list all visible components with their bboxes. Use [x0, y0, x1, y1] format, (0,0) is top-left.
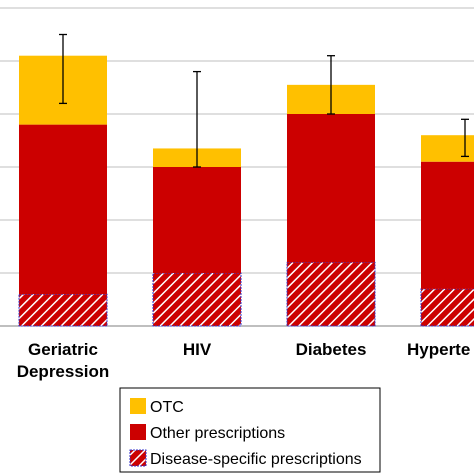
- category-label-0-1: Depression: [17, 362, 110, 381]
- bar-segment-0-1: [19, 124, 107, 295]
- category-label-2-0: Diabetes: [296, 340, 367, 359]
- bar-segment-3-1: [421, 161, 474, 289]
- category-labels: Geriatric Depression HIV Diabetes Hyperte: [17, 340, 471, 381]
- error-bar-1: [193, 70, 201, 168]
- legend: OTC Other prescriptions Disease-specific p…: [119, 387, 381, 473]
- error-bar-2: [327, 55, 335, 115]
- bars: [18, 55, 474, 327]
- bar-segment-2-1: [287, 114, 375, 263]
- bar-segment-1-1: [153, 167, 241, 273]
- category-label-1-0: HIV: [183, 340, 212, 359]
- bar-segment-3-0: [420, 288, 474, 327]
- legend-label-0: OTC: [150, 399, 184, 416]
- legend-swatch-0: [130, 398, 146, 414]
- legend-swatch-1: [130, 424, 146, 440]
- bar-segment-3-2: [421, 135, 474, 162]
- error-bars: [59, 33, 469, 168]
- legend-swatch-2: [129, 449, 147, 467]
- legend-label-1: Other prescriptions: [150, 425, 285, 442]
- error-bar-3: [461, 118, 469, 158]
- category-label-0-0: Geriatric: [28, 340, 98, 359]
- error-bar-0: [59, 33, 67, 105]
- bar-segment-0-0: [18, 293, 108, 327]
- bar-segment-1-0: [152, 272, 242, 327]
- legend-label-2: Disease-specific prescriptions: [150, 451, 362, 468]
- legend-box: [119, 387, 381, 473]
- category-label-3-0: Hyperte: [407, 340, 470, 359]
- bar-segment-2-0: [286, 261, 376, 327]
